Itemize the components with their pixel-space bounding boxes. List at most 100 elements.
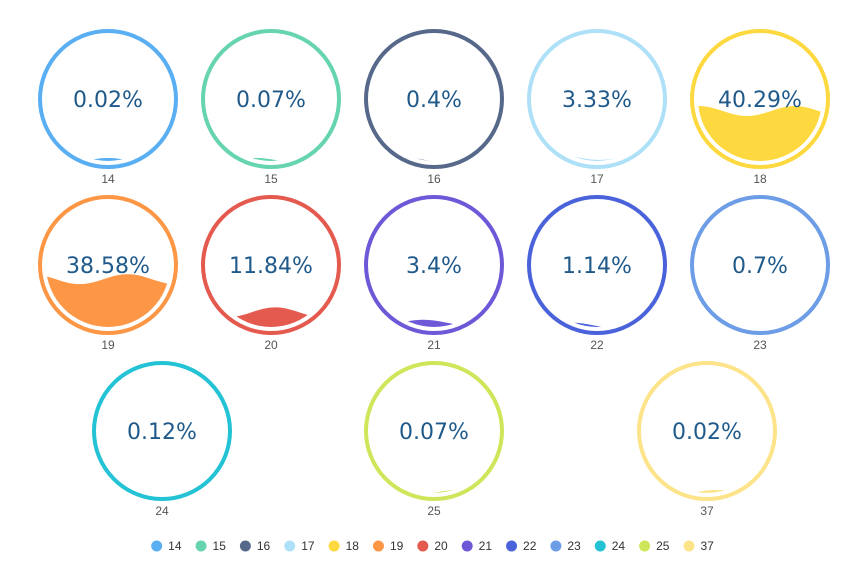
legend-label-18: 18 bbox=[346, 539, 360, 553]
legend-item-19[interactable]: 19 bbox=[372, 539, 404, 553]
gauge-24[interactable]: 0.12% 24 bbox=[90, 361, 234, 518]
value-label-25: 0.07% bbox=[399, 420, 469, 445]
legend-item-20[interactable]: 20 bbox=[417, 539, 448, 553]
legend-label-37: 37 bbox=[700, 539, 714, 553]
legend-marker-37 bbox=[683, 540, 695, 552]
legend-marker-22 bbox=[506, 540, 518, 552]
gauge-20[interactable]: 11.84% 20 bbox=[199, 195, 343, 352]
liquid-19 bbox=[46, 274, 170, 327]
liquid-25 bbox=[372, 489, 496, 493]
category-label-21: 21 bbox=[427, 338, 441, 352]
liquid-14 bbox=[46, 157, 170, 161]
category-label-17: 17 bbox=[590, 172, 604, 186]
legend-item-37[interactable]: 37 bbox=[683, 539, 714, 553]
value-label-22: 1.14% bbox=[562, 254, 632, 279]
value-label-23: 0.7% bbox=[732, 254, 788, 279]
legend-marker-15 bbox=[195, 540, 207, 552]
value-label-24: 0.12% bbox=[127, 420, 197, 445]
value-label-16: 0.4% bbox=[406, 88, 462, 113]
liquid-15 bbox=[209, 157, 333, 161]
legend-marker-21 bbox=[461, 540, 473, 552]
legend-label-14: 14 bbox=[168, 539, 182, 553]
category-label-14: 14 bbox=[101, 172, 115, 186]
legend: 14 15 16 17 18 19 20 21 22 23 24 25 37 bbox=[151, 539, 714, 553]
legend-label-23: 23 bbox=[567, 539, 581, 553]
legend-label-21: 21 bbox=[479, 539, 493, 553]
ring-16 bbox=[364, 29, 504, 169]
legend-label-20: 20 bbox=[434, 539, 448, 553]
ring-15 bbox=[201, 29, 341, 169]
legend-item-24[interactable]: 24 bbox=[594, 539, 626, 553]
legend-item-16[interactable]: 16 bbox=[239, 539, 271, 553]
value-label-15: 0.07% bbox=[236, 88, 306, 113]
category-label-22: 22 bbox=[590, 338, 604, 352]
category-label-37: 37 bbox=[700, 504, 714, 518]
ring-25 bbox=[364, 361, 504, 501]
legend-item-25[interactable]: 25 bbox=[639, 539, 670, 553]
legend-label-17: 17 bbox=[301, 539, 315, 553]
legend-marker-17 bbox=[284, 540, 296, 552]
liquid-18 bbox=[698, 106, 822, 161]
legend-marker-25 bbox=[639, 540, 651, 552]
gauge-16[interactable]: 0.4% 16 bbox=[362, 29, 506, 186]
value-label-37: 0.02% bbox=[672, 420, 742, 445]
ring-14 bbox=[38, 29, 178, 169]
legend-item-23[interactable]: 23 bbox=[550, 539, 581, 553]
value-label-18: 40.29% bbox=[718, 88, 802, 113]
gauge-14[interactable]: 0.02% 14 bbox=[36, 29, 180, 186]
liquid-24 bbox=[100, 489, 224, 493]
ring-24 bbox=[92, 361, 232, 501]
value-label-21: 3.4% bbox=[406, 254, 462, 279]
category-label-25: 25 bbox=[427, 504, 441, 518]
legend-marker-14 bbox=[151, 540, 163, 552]
category-label-15: 15 bbox=[264, 172, 278, 186]
legend-item-21[interactable]: 21 bbox=[461, 539, 493, 553]
gauge-18[interactable]: 40.29% 18 bbox=[688, 29, 832, 186]
value-label-20: 11.84% bbox=[229, 254, 313, 279]
ring-20 bbox=[201, 195, 341, 335]
value-label-19: 38.58% bbox=[66, 254, 150, 279]
category-label-19: 19 bbox=[101, 338, 115, 352]
legend-marker-24 bbox=[594, 540, 606, 552]
legend-marker-16 bbox=[239, 540, 251, 552]
ring-21 bbox=[364, 195, 504, 335]
gauge-15[interactable]: 0.07% 15 bbox=[199, 29, 343, 186]
gauge-21[interactable]: 3.4% 21 bbox=[362, 195, 506, 352]
liquid-20 bbox=[209, 307, 333, 327]
legend-marker-20 bbox=[417, 540, 429, 552]
legend-label-16: 16 bbox=[257, 539, 271, 553]
legend-item-18[interactable]: 18 bbox=[328, 539, 360, 553]
gauge-23[interactable]: 0.7% 23 bbox=[688, 195, 832, 352]
legend-label-22: 22 bbox=[523, 539, 537, 553]
ring-22 bbox=[527, 195, 667, 335]
value-label-17: 3.33% bbox=[562, 88, 632, 113]
gauge-17[interactable]: 3.33% 17 bbox=[525, 29, 669, 186]
legend-marker-18 bbox=[328, 540, 340, 552]
category-label-23: 23 bbox=[753, 338, 767, 352]
ring-19 bbox=[38, 195, 178, 335]
ring-23 bbox=[690, 195, 830, 335]
ring-37 bbox=[637, 361, 777, 501]
legend-label-19: 19 bbox=[390, 539, 404, 553]
ring-18 bbox=[690, 29, 830, 169]
liquid-37 bbox=[645, 489, 769, 493]
legend-item-15[interactable]: 15 bbox=[195, 539, 227, 553]
legend-label-25: 25 bbox=[656, 539, 670, 553]
legend-label-24: 24 bbox=[612, 539, 626, 553]
category-label-18: 18 bbox=[753, 172, 767, 186]
category-label-16: 16 bbox=[427, 172, 441, 186]
gauge-19[interactable]: 38.58% 19 bbox=[36, 195, 180, 352]
legend-item-22[interactable]: 22 bbox=[506, 539, 537, 553]
legend-marker-23 bbox=[550, 540, 562, 552]
gauge-37[interactable]: 0.02% 37 bbox=[635, 361, 779, 518]
category-label-24: 24 bbox=[155, 504, 169, 518]
gauge-22[interactable]: 1.14% 22 bbox=[525, 195, 669, 352]
ring-17 bbox=[527, 29, 667, 169]
gauge-25[interactable]: 0.07% 25 bbox=[362, 361, 506, 518]
legend-label-15: 15 bbox=[213, 539, 227, 553]
category-label-20: 20 bbox=[264, 338, 278, 352]
legend-item-14[interactable]: 14 bbox=[151, 539, 182, 553]
legend-item-17[interactable]: 17 bbox=[284, 539, 315, 553]
value-label-14: 0.02% bbox=[73, 88, 143, 113]
